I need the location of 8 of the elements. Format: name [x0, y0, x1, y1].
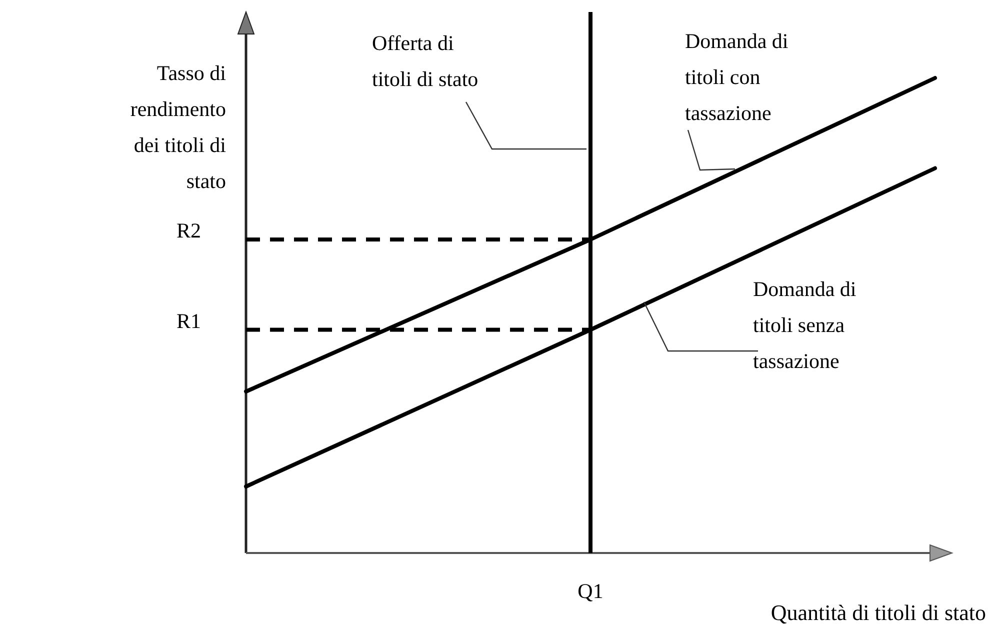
series-label: Domanda di titoli senza tassazione	[753, 277, 856, 373]
ref-line-label: R1	[176, 308, 201, 333]
series-label: Domanda di titoli con tassazione	[685, 29, 788, 125]
ref-line-label: R2	[176, 218, 201, 242]
text: Offerta di titoli di stato	[372, 31, 478, 91]
x-axis-title: Quantità di titoli di stato	[770, 600, 986, 625]
text: Q1	[578, 579, 604, 603]
y-axis-title: Tasso di rendimento dei titoli di stato	[130, 61, 226, 193]
